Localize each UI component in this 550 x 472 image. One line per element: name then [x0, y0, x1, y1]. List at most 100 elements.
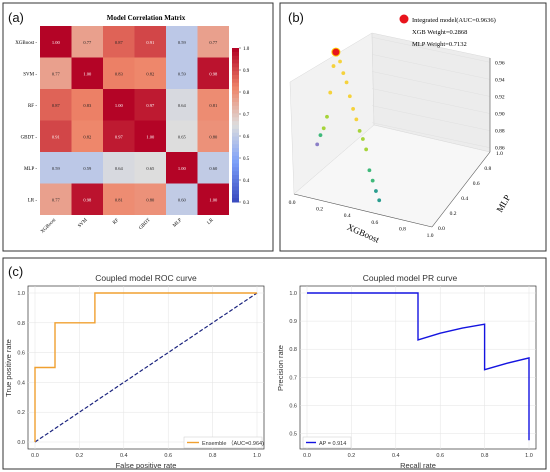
heatmap-cell	[166, 152, 198, 184]
y-tick-label: 0.6	[17, 351, 25, 357]
scatter-point	[360, 137, 365, 141]
heatmap-cell-value: 1.00	[209, 197, 218, 202]
heatmap-cell-value: 0.77	[52, 71, 61, 76]
heatmap-cell-value: 0.91	[146, 40, 154, 45]
colorbar-tick-label: 0.7	[243, 113, 250, 118]
heatmap-col-label: RF	[112, 218, 120, 226]
panel-c-label: (c)	[8, 264, 23, 279]
grid-line	[371, 88, 491, 114]
grid-line	[371, 105, 491, 131]
x-tick-label: 0.2	[76, 453, 84, 459]
heatmap-cell-value: 0.59	[178, 40, 187, 45]
z-tick-label-3d: 0.92	[495, 94, 505, 100]
heatmap-grid: 1.00 0.77 0.87 0.91 0.59 0.77 0.77 1.00 0.83 0.82…	[40, 26, 229, 215]
heatmap-cell	[166, 120, 198, 152]
heatmap-cell	[103, 120, 135, 152]
heatmap-cell-value: 0.64	[115, 166, 124, 171]
grid-line	[371, 54, 491, 80]
heatmap-cell-value: 0.59	[178, 71, 187, 76]
scatter-point	[367, 168, 372, 173]
heatmap-cell	[134, 26, 166, 58]
heatmap-cell-value: 0.98	[83, 197, 92, 202]
scatter-point	[364, 147, 369, 152]
heatmap-cell-value: 0.97	[115, 134, 124, 139]
heatmap-cell-value: 0.77	[209, 40, 218, 45]
x-tick-label: 0.6	[436, 453, 444, 459]
heatmap-colorbar: 1.0 0.9 0.8 0.7 0.6 0.5 0.4 0.3	[232, 47, 250, 206]
heatmap-cell	[134, 120, 166, 152]
heatmap-col-label: LR	[207, 217, 216, 226]
panel-b: (b) 0.0 0.2 0.4 0.6 0.8 1.0 0.0 0.2 0.4 0.6 0.8 1.0…	[279, 2, 547, 252]
colorbar-segment	[232, 167, 239, 172]
colorbar-segment	[232, 51, 239, 57]
roc-legend-label: Ensemble （AUC=0.964)	[202, 440, 264, 447]
colorbar-segment	[232, 90, 239, 95]
heatmap-cell	[166, 57, 198, 89]
y-tick-label: 0.4	[17, 380, 25, 386]
scatter-point-highlight	[331, 47, 341, 57]
heatmap-cell	[40, 120, 72, 152]
legend-integrated-model: Integrated model(AUC=0.9636)	[412, 17, 496, 24]
colorbar-segment	[232, 190, 239, 195]
roc-chance-line	[34, 292, 258, 443]
heatmap-row-label: XGBoost -	[15, 41, 37, 46]
colorbar-segment	[232, 67, 239, 72]
heatmap-col-label: SVM	[77, 217, 89, 229]
z-tick-label-3d: 0.94	[495, 77, 505, 83]
heatmap-col-label: MLP	[172, 218, 183, 229]
scatter-point	[318, 133, 323, 138]
heatmap-row-labels: XGBoost - SVM - RF - GBDT - MLP - LR -	[15, 41, 37, 204]
heatmap-row-label: RF -	[28, 104, 37, 109]
pr-legend-box	[302, 436, 352, 449]
heatmap-cell-value: 0.98	[209, 71, 218, 76]
heatmap-cell	[103, 57, 135, 89]
grid-line	[371, 122, 491, 148]
colorbar-segment	[232, 159, 239, 164]
x-tick-label-3d: 1.0	[427, 233, 434, 239]
y-tick-label: 1.0	[17, 291, 25, 297]
x-tick-label: 1.0	[253, 453, 261, 459]
colorbar-segment	[232, 136, 239, 141]
y-tick-label: 0.0	[17, 440, 25, 446]
colorbar-segment	[232, 113, 239, 118]
heatmap-cell	[71, 120, 103, 152]
scatter-point	[331, 64, 336, 68]
colorbar-segment	[232, 78, 239, 84]
scatter-point	[325, 114, 329, 119]
colorbar-segment	[232, 125, 239, 130]
roc-x-axis-label: False positive rate	[116, 461, 177, 470]
y-tick-label-3d: 0.4	[461, 196, 468, 202]
scatter-point	[354, 117, 359, 122]
heatmap-cell	[71, 26, 103, 58]
heatmap-cell	[134, 89, 166, 121]
z-tick-label-3d: 0.96	[495, 60, 505, 66]
x-tick-label: 0.6	[164, 453, 172, 459]
y-tick-label: 0.7	[289, 375, 297, 381]
x-tick-label: 0.8	[481, 453, 489, 459]
heatmap-cell-value: 0.59	[83, 166, 92, 171]
panel-b-label: (b)	[288, 10, 304, 25]
roc-legend-box	[183, 436, 263, 449]
x-tick-label: 0.2	[348, 453, 356, 459]
heatmap-row-label: GBDT -	[21, 135, 38, 140]
scatter-point	[321, 126, 326, 131]
colorbar-segment	[232, 63, 239, 68]
heatmap-cell	[103, 26, 135, 58]
legend-mlp-weight: MLP Weight=0.7132	[412, 41, 467, 48]
y-tick-label-3d: 1.0	[496, 151, 503, 157]
y-tick-label: 0.8	[289, 347, 297, 353]
heatmap-row-label: SVM -	[23, 72, 37, 77]
heatmap-cell	[134, 152, 166, 184]
heatmap-cell	[134, 183, 166, 215]
colorbar-segment	[232, 74, 239, 80]
y-tick-label: 1.0	[289, 291, 297, 297]
heatmap-cell-value: 0.80	[209, 134, 218, 139]
heatmap-cell	[197, 26, 229, 58]
colorbar-segment	[232, 109, 239, 114]
colorbar-segment	[232, 182, 239, 188]
heatmap-cell-value: 0.64	[178, 103, 187, 108]
heatmap-cell	[71, 57, 103, 89]
roc-tick-labels: 0.0 0.2 0.4 0.6 0.8 1.0 0.0 0.2 0.4 0.6 0.8 1.0	[17, 291, 260, 459]
heatmap-cell-value: 1.00	[83, 71, 92, 76]
